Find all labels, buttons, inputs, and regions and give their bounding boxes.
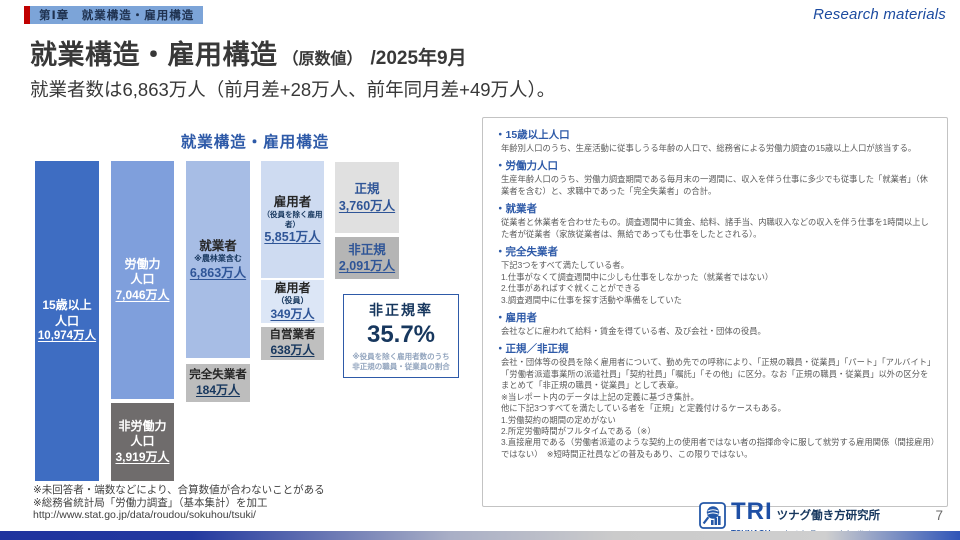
tsunagu-logo-icon <box>699 502 726 534</box>
definition-term: ・正規／非正規 <box>495 343 569 356</box>
bar-value: 7,046万人 <box>115 287 170 302</box>
page-title: 就業構造・雇用構造 （原数値） /2025年9月 <box>30 33 467 72</box>
bar-regular-employees: 正規 3,760万人 <box>335 162 399 233</box>
bar-label: 非正規 <box>348 242 386 257</box>
brand-tri: TRI <box>731 498 773 525</box>
definition-body: 生産年齢人口のうち、労働力調査期間である毎月末の一週間に、収入を伴う仕事に多少で… <box>501 174 928 196</box>
bar-value: 184万人 <box>195 382 241 397</box>
bar-employees-excl-executives: 雇用者 （役員を除く雇用者） 5,851万人 <box>261 161 324 278</box>
brand-jp: ツナグ働き方研究所 <box>776 510 881 522</box>
definition-item: ・完全失業者 下記3つをすべて満たしている者。 1.仕事がなくて調査週間中に少し… <box>495 244 935 306</box>
definition-term: ・雇用者 <box>495 311 537 324</box>
definitions-panel: ・15歳以上人口 年齢別人口のうち、生産活動に従事しうる年齢の人口で、総務省によ… <box>482 117 948 507</box>
bar-value: 3,760万人 <box>338 198 396 213</box>
bar-value: 349万人 <box>270 306 315 321</box>
bar-label: 完全失業者 <box>189 368 247 381</box>
bar-sub-note: （役員） <box>276 296 309 306</box>
page-title-period: /2025年9月 <box>370 48 467 69</box>
bar-label: 人口 <box>130 434 155 449</box>
bar-value: 3,919万人 <box>115 449 170 464</box>
bar-label: 15歳以上 <box>42 297 92 312</box>
footnote-line2: ※総務省統計局「労働力調査」（基本集計）を加工 <box>33 496 268 509</box>
page-title-main: 就業構造・雇用構造 <box>30 40 278 70</box>
chapter-red-mark <box>24 6 30 24</box>
bar-value: 10,974万人 <box>37 330 97 343</box>
footnotes: ※未回答者・端数などにより、合算数値が合わないことがある ※総務省統計局「労働力… <box>33 484 325 522</box>
rate-note-line1: ※役員を除く雇用者数のうち <box>352 351 450 361</box>
bar-label: 非労働力 <box>118 418 167 433</box>
definition-item: ・労働力人口 生産年齢人口のうち、労働力調査期間である毎月末の一週間に、収入を伴… <box>495 158 935 197</box>
bar-labor-force: 労働力 人口 7,046万人 <box>111 161 174 399</box>
bar-employed-persons: 就業者 ※農林業含む 6,863万人 <box>186 161 250 358</box>
chapter-tag: 第Ⅰ章 就業構造・雇用構造 <box>24 6 204 24</box>
non-regular-rate-box: 非正規率 35.7% ※役員を除く雇用者数のうち 非正規の職員・従業員の割合 <box>343 294 459 378</box>
definition-item: ・15歳以上人口 年齢別人口のうち、生産活動に従事しうる年齢の人口で、総務省によ… <box>495 127 935 154</box>
bar-value: 2,091万人 <box>338 259 396 273</box>
definition-term: ・就業者 <box>495 203 537 216</box>
definition-term: ・15歳以上人口 <box>495 129 570 141</box>
bar-sub-note: （役員を除く雇用者） <box>262 209 323 229</box>
page-number: 7 <box>935 508 943 523</box>
bar-label: 雇用者 <box>274 280 311 295</box>
bar-label: 自営業者 <box>269 329 316 342</box>
definition-item: ・就業者 従業者と休業者を合わせたもの。調査週間中に賃金、給料、諸手当、内職収入… <box>495 201 935 240</box>
bar-sub-note: ※農林業含む <box>194 254 242 264</box>
bar-value: 5,851万人 <box>264 230 321 245</box>
rate-title: 非正規率 <box>369 301 433 318</box>
rate-note: ※役員を除く雇用者数のうち 非正規の職員・従業員の割合 <box>352 352 450 372</box>
rate-value: 35.7% <box>366 320 436 348</box>
page-title-qualifier: （原数値） <box>282 51 363 68</box>
bar-label: 人口 <box>130 272 155 287</box>
bar-value: 6,863万人 <box>189 265 247 280</box>
research-materials-note: Research materials <box>813 6 946 23</box>
definition-body: 会社・団体等の役員を除く雇用者について、勤め先での呼称により、「正規の職員・従業… <box>501 357 935 459</box>
bar-non-regular-employees: 非正規 2,091万人 <box>335 237 399 279</box>
definition-term: ・労働力人口 <box>495 160 558 173</box>
lead-sentence: 就業者数は6,863万人（前月差+28万人、前年同月差+49万人）。 <box>30 79 556 100</box>
bar-self-employed: 自営業者 638万人 <box>261 327 324 360</box>
bar-label: 就業者 <box>199 239 237 254</box>
bar-non-labor-force: 非労働力 人口 3,919万人 <box>111 403 174 481</box>
definition-body: 従業者と休業者を合わせたもの。調査週間中に賃金、給料、諸手当、内職収入などの収入… <box>501 217 929 239</box>
bar-label: 労働力 <box>124 256 161 271</box>
footnote-line1: ※未回答者・端数などにより、合算数値が合わないことがある <box>33 484 325 496</box>
tsunagu-logo-row1: TRI ツナグ働き方研究所 <box>731 498 881 525</box>
bar-label: 雇用者 <box>273 194 312 209</box>
definition-item: ・雇用者 会社などに雇われて給料・賃金を得ている者、及び会社・団体の役員。 <box>495 310 935 337</box>
chart-title: 就業構造・雇用構造 <box>180 134 330 151</box>
definition-body: 年齢別人口のうち、生産活動に従事しうる年齢の人口で、総務省による労働力調査の15… <box>501 143 917 153</box>
definition-body: 会社などに雇われて給料・賃金を得ている者、及び会社・団体の役員。 <box>501 325 766 336</box>
bar-label: 人口 <box>54 313 79 328</box>
rate-note-line2: 非正規の職員・従業員の割合 <box>352 362 450 371</box>
bar-value: 638万人 <box>270 343 315 358</box>
footer-gradient-bar <box>0 531 960 540</box>
definition-term: ・完全失業者 <box>495 246 558 259</box>
bar-employees-executives: 雇用者 （役員） 349万人 <box>261 280 324 323</box>
definition-body: 下記3つをすべて満たしている者。 1.仕事がなくて調査週間中に少しも仕事をしなか… <box>501 260 774 305</box>
source-url[interactable]: http://www.stat.go.jp/data/roudou/sokuho… <box>33 509 256 522</box>
bar-unemployed: 完全失業者 184万人 <box>186 364 250 402</box>
chapter-label: 第Ⅰ章 就業構造・雇用構造 <box>30 6 204 24</box>
bar-population-15plus: 15歳以上 人口 10,974万人 <box>35 161 99 481</box>
bar-label: 正規 <box>354 182 380 197</box>
definition-item: ・正規／非正規 会社・団体等の役員を除く雇用者について、勤め先での呼称により、「… <box>495 341 935 460</box>
